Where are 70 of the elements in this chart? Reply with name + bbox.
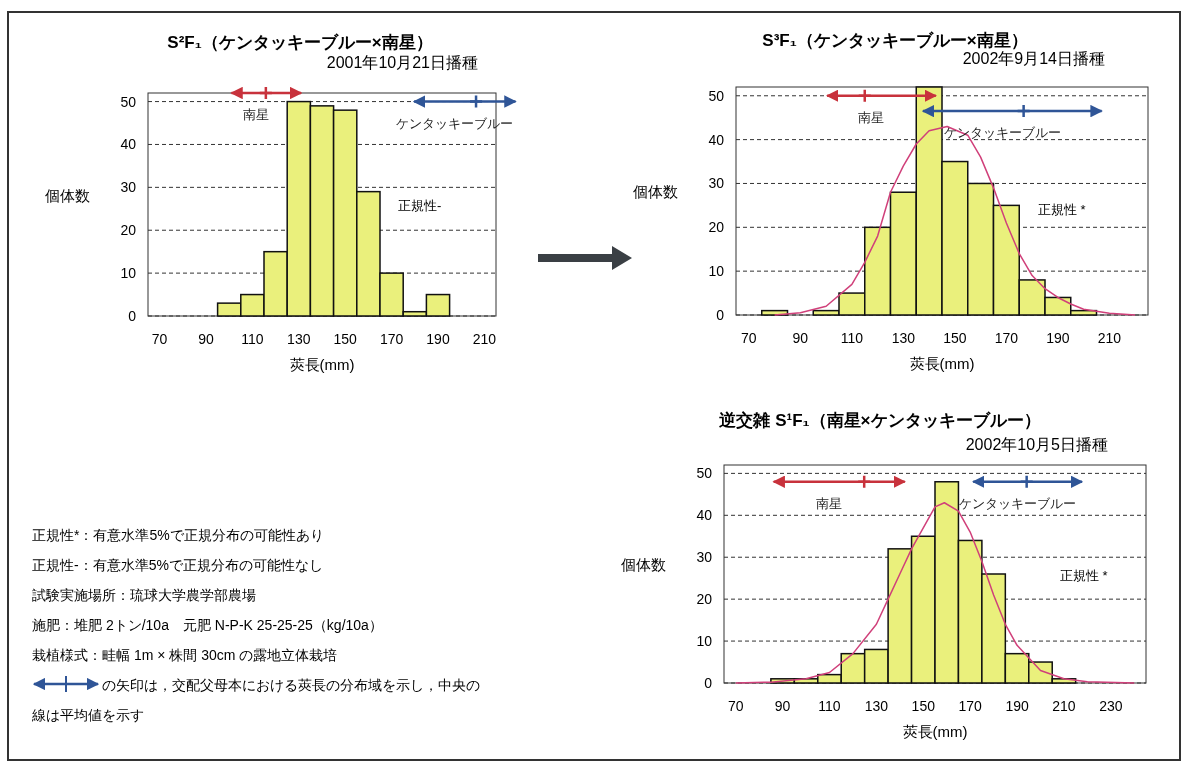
chart-title: S³F₁（ケンタッキーブルー×南星） [762,31,1028,50]
y-tick-label: 30 [120,179,137,196]
x-tick-label: 210 [472,331,497,347]
y-tick-label: 20 [696,591,713,608]
chart-title: 逆交雑 S¹F₁（南星×ケンタッキーブルー） [718,411,1041,430]
x-tick-label: 110 [241,331,264,347]
y-tick-label: 0 [716,307,725,323]
text: ケンタッキーブルー [396,115,514,131]
x-tick-label: 170 [994,330,1019,346]
y-tick-label: 10 [120,265,137,282]
x-tick-label: 90 [198,331,214,347]
x-tick-label: 190 [1046,330,1070,346]
x-tick-label: 170 [379,331,404,347]
chart-subtitle: 2002年10月5日播種 [965,436,1108,453]
y-axis-title: 個体数 [45,186,90,204]
x-tick-label: 130 [864,698,889,714]
annotation: 正規性 * [1038,202,1086,217]
y-tick-label: 50 [696,465,713,482]
y-axis-title: 個体数 [621,556,666,573]
x-tick-label: 130 [891,330,916,346]
y-tick-label: 0 [704,675,713,691]
x-tick-label: 190 [426,331,450,347]
x-axis-title: 莢長(mm) [289,356,355,373]
x-tick-label: 190 [1005,698,1029,714]
series-label: 南星 [816,495,843,511]
text: 正規性*：有意水準5%で正規分布の可能性あり [32,527,324,543]
y-tick-label: 40 [708,131,725,148]
x-axis-title: 莢長(mm) [902,723,968,740]
x-tick-label: 150 [943,330,967,346]
x-tick-label: 110 [840,330,864,346]
x-tick-label: 210 [1052,698,1076,714]
y-tick-label: 0 [128,308,137,324]
y-tick-label: 20 [708,219,725,236]
x-tick-label: 230 [1099,698,1123,714]
chart-title: S²F₁（ケンタッキーブルー×南星） [167,33,433,52]
y-tick-label: 30 [708,175,725,192]
y-tick-label: 30 [696,549,713,566]
x-tick-label: 70 [727,698,744,714]
text: 試験実施場所：琉球大学農学部農場 [32,587,256,603]
y-tick-label: 50 [120,93,137,110]
chart-subtitle: 2002年9月14日播種 [962,50,1105,67]
y-axis-title: 個体数 [633,183,678,200]
text: の矢印は，交配父母本における莢長の分布域を示し，中央の [102,677,480,693]
x-tick-label: 70 [741,330,757,346]
y-tick-label: 40 [696,507,713,524]
text: 栽植様式：畦幅 1m × 株間 30cm の露地立体栽培 [32,647,338,663]
y-tick-label: 40 [120,136,137,153]
text: 線は平均値を示す [31,707,144,723]
y-tick-label: 50 [708,87,725,104]
x-tick-label: 90 [792,330,809,346]
series-label: ケンタッキーブルー [959,495,1077,511]
annotation: 正規性- [398,198,442,213]
x-axis-title: 莢長(mm) [909,355,975,372]
chart-subtitle: 2001年10月21日播種 [326,54,478,71]
series-label: 南星 [243,107,270,122]
text: 正規性-：有意水準5%で正規分布の可能性なし [32,557,323,573]
x-tick-label: 130 [287,331,311,347]
x-tick-label: 90 [774,698,791,714]
annotation: 正規性 * [1060,568,1108,583]
text: 施肥：堆肥 2トン/10a 元肥 N-P-K 25-25-25（kg/10a） [32,617,383,633]
x-tick-label: 110 [818,698,841,714]
x-tick-label: 150 [911,698,936,714]
x-tick-label: 70 [151,331,168,347]
y-tick-label: 10 [708,263,725,280]
y-tick-label: 10 [696,633,713,650]
x-tick-label: 150 [333,331,358,347]
x-tick-label: 170 [958,698,983,714]
x-tick-label: 210 [1097,330,1122,346]
y-tick-label: 20 [120,222,137,239]
series-label: 南星 [858,109,885,125]
